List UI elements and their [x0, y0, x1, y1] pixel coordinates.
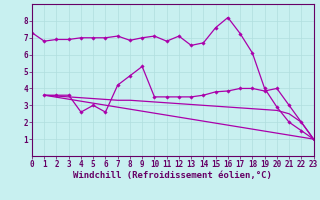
- X-axis label: Windchill (Refroidissement éolien,°C): Windchill (Refroidissement éolien,°C): [73, 171, 272, 180]
